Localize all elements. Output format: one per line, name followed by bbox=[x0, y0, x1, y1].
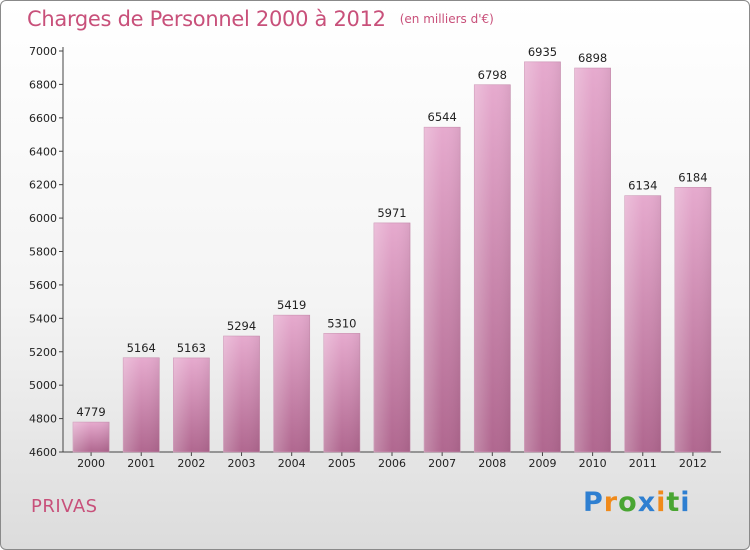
bar-shine bbox=[524, 61, 561, 453]
y-tick-label: 4600 bbox=[29, 446, 57, 459]
x-tick-label: 2006 bbox=[378, 457, 406, 470]
chart-title: Charges de Personnel 2000 à 2012 bbox=[27, 7, 386, 31]
x-tick-label: 2011 bbox=[629, 457, 657, 470]
x-tick-label: 2008 bbox=[478, 457, 506, 470]
data-label-2002: 5163 bbox=[177, 341, 206, 355]
logo-letter: r bbox=[603, 487, 619, 518]
bar-shine bbox=[674, 187, 711, 452]
bar-shine bbox=[173, 357, 210, 452]
logo-letter: x bbox=[637, 487, 657, 518]
y-tick-label: 6400 bbox=[29, 145, 57, 158]
y-tick-label: 5600 bbox=[29, 279, 57, 292]
bar-shine bbox=[424, 127, 461, 452]
y-tick-label: 6000 bbox=[29, 212, 57, 225]
data-label-2012: 6184 bbox=[678, 170, 707, 184]
x-tick-label: 2002 bbox=[177, 457, 205, 470]
bar-shine bbox=[223, 336, 260, 452]
logo-letter: o bbox=[618, 487, 638, 518]
data-label-2001: 5164 bbox=[127, 341, 156, 355]
chart-subtitle: (en milliers d'€) bbox=[399, 12, 494, 26]
logo-letter: i bbox=[656, 487, 667, 518]
data-label-2009: 6935 bbox=[528, 45, 557, 59]
data-labels-group: 4779 5164 5163 5294 5419 5310 5971 6544 6798 6935… bbox=[76, 45, 707, 419]
data-label-2003: 5294 bbox=[227, 319, 256, 333]
bar-shine bbox=[123, 357, 160, 452]
logo-letter: i bbox=[680, 487, 691, 518]
bar-shine bbox=[273, 315, 310, 452]
commune-name: PRIVAS bbox=[31, 496, 98, 517]
bar-shine bbox=[624, 195, 661, 453]
data-label-2000: 4779 bbox=[76, 405, 105, 419]
y-tick-label: 5800 bbox=[29, 246, 57, 259]
y-tick-label: 5400 bbox=[29, 312, 57, 325]
data-label-2006: 5971 bbox=[377, 206, 406, 220]
y-tick-label: 4800 bbox=[29, 413, 57, 426]
y-tick-label: 6600 bbox=[29, 112, 57, 125]
title-row: Charges de Personnel 2000 à 2012 (en mill… bbox=[27, 7, 494, 31]
x-tick-label: 2007 bbox=[428, 457, 456, 470]
bar-shine bbox=[73, 422, 110, 452]
x-tick-label: 2010 bbox=[579, 457, 607, 470]
x-tick-label: 2001 bbox=[127, 457, 155, 470]
data-label-2010: 6898 bbox=[578, 51, 607, 65]
y-tick-label: 5200 bbox=[29, 346, 57, 359]
y-tick-label: 7000 bbox=[29, 45, 57, 58]
data-label-2005: 5310 bbox=[327, 316, 356, 330]
proxiti-logo: Proxiti bbox=[583, 487, 691, 518]
data-label-2004: 5419 bbox=[277, 298, 306, 312]
x-tick-label: 2004 bbox=[278, 457, 306, 470]
logo-letter: P bbox=[583, 487, 604, 518]
x-tick-label: 2012 bbox=[679, 457, 707, 470]
data-label-2007: 6544 bbox=[428, 110, 457, 124]
y-tick-label: 5000 bbox=[29, 379, 57, 392]
bar-shine bbox=[574, 68, 611, 452]
x-tick-label: 2009 bbox=[528, 457, 556, 470]
y-tick-label: 6200 bbox=[29, 179, 57, 192]
bar-shine bbox=[474, 84, 511, 453]
logo-letter: t bbox=[666, 487, 681, 518]
axes: 4600 4800 5000 5200 5400 5600 5800 6000 6200 6400… bbox=[29, 45, 721, 470]
bar-shine bbox=[323, 333, 360, 452]
data-label-2011: 6134 bbox=[628, 179, 657, 193]
data-label-2008: 6798 bbox=[478, 68, 507, 82]
x-tick-label: 2005 bbox=[328, 457, 356, 470]
x-tick-label: 2003 bbox=[228, 457, 256, 470]
bars-group bbox=[72, 61, 712, 453]
bar-shine bbox=[373, 222, 411, 452]
x-tick-label: 2000 bbox=[77, 457, 105, 470]
y-tick-label: 6800 bbox=[29, 78, 57, 91]
